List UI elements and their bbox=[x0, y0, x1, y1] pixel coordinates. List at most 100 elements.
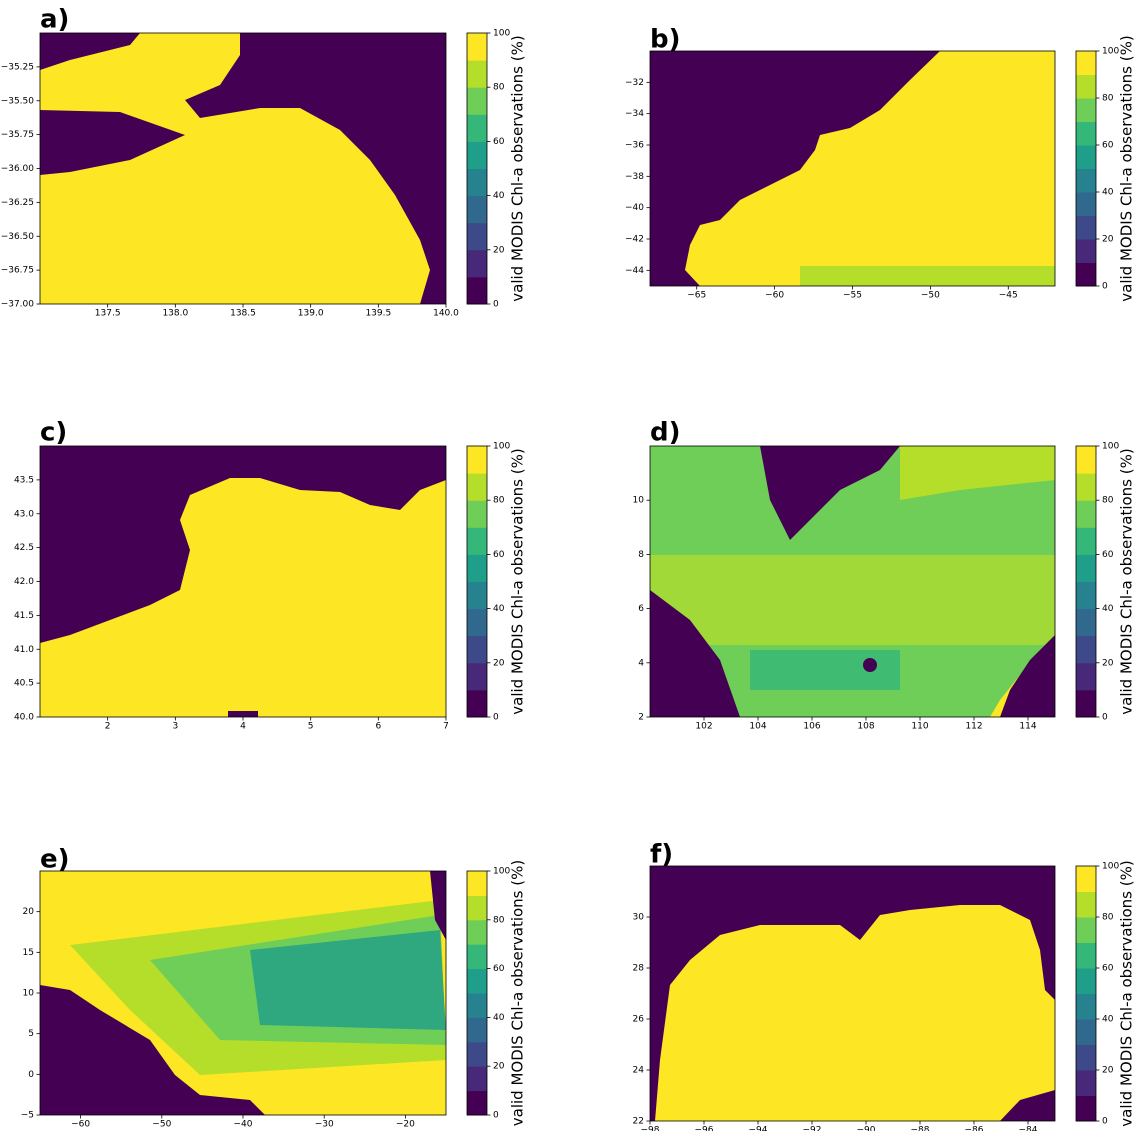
y-tick-label: 6 bbox=[638, 604, 644, 614]
colorbar-tick-label: 100 bbox=[1102, 47, 1119, 57]
colorbar-level bbox=[1076, 51, 1096, 75]
y-tick-label: 5 bbox=[28, 1029, 34, 1039]
x-tick-label: −96 bbox=[695, 1126, 714, 1131]
colorbar-frame bbox=[466, 32, 488, 305]
x-tick-label: 6 bbox=[375, 722, 381, 732]
panel-label: e) bbox=[40, 845, 70, 875]
colorbar-frame bbox=[1075, 445, 1097, 718]
plot-frame bbox=[649, 865, 1056, 1122]
colorbar-level bbox=[467, 662, 487, 691]
y-tick-label: −44 bbox=[625, 266, 644, 276]
y-tick-label: −40 bbox=[625, 203, 644, 213]
colorbar-tick-label: 0 bbox=[493, 1111, 499, 1121]
colorbar-label: valid MODIS Chl-a observations (%) bbox=[509, 35, 527, 301]
y-tick-label: 8 bbox=[638, 550, 644, 560]
y-tick-label: −36 bbox=[625, 141, 644, 151]
colorbar-level bbox=[1076, 145, 1096, 169]
colorbar-level bbox=[467, 871, 487, 896]
colorbar-tick-label: 80 bbox=[1102, 496, 1114, 506]
colorbar-tick-label: 20 bbox=[1102, 658, 1114, 668]
colorbar-label: valid MODIS Chl-a observations (%) bbox=[1118, 448, 1134, 714]
colorbar-level bbox=[1076, 689, 1096, 718]
colorbar-level bbox=[467, 527, 487, 555]
colorbar-level bbox=[1076, 917, 1096, 943]
y-tick-label: −36.00 bbox=[1, 164, 35, 174]
colorbar-tick-label: 0 bbox=[1102, 713, 1108, 723]
y-tick-label: −36.25 bbox=[1, 198, 34, 208]
colorbar-level bbox=[1076, 635, 1096, 664]
colorbar-level bbox=[1076, 98, 1096, 122]
y-tick-label: 4 bbox=[638, 658, 644, 668]
x-tick-label: 114 bbox=[1019, 722, 1036, 732]
colorbar-tick-label: 20 bbox=[493, 658, 505, 668]
colorbar-tick-label: 80 bbox=[493, 496, 505, 506]
colorbar-level bbox=[467, 608, 487, 637]
y-tick-label: 24 bbox=[633, 1066, 645, 1076]
colorbar-tick-label: 0 bbox=[493, 713, 499, 723]
colorbar-level bbox=[467, 635, 487, 664]
y-tick-label: 43.0 bbox=[14, 509, 34, 519]
x-tick-label: −50 bbox=[921, 291, 940, 301]
x-tick-label: −45 bbox=[999, 291, 1018, 301]
panel-label: a) bbox=[40, 5, 69, 35]
colorbar-level bbox=[467, 968, 487, 994]
y-tick-label: −42 bbox=[625, 235, 644, 245]
map-e bbox=[40, 871, 446, 1115]
colorbar-level bbox=[467, 222, 487, 251]
colorbar-level bbox=[1076, 74, 1096, 99]
y-tick-label: −36.75 bbox=[1, 266, 34, 276]
colorbar-level bbox=[467, 195, 487, 224]
colorbar-level bbox=[1076, 942, 1096, 969]
colorbar-level bbox=[467, 581, 487, 610]
colorbar-tick-label: 100 bbox=[1102, 442, 1119, 452]
y-tick-label: 0 bbox=[28, 1070, 34, 1080]
colorbar-level bbox=[467, 276, 487, 305]
x-tick-label: −40 bbox=[234, 1120, 253, 1130]
x-tick-label: −50 bbox=[152, 1120, 171, 1130]
y-tick-label: 2 bbox=[638, 713, 644, 723]
y-tick-label: −5 bbox=[21, 1111, 34, 1121]
colorbar-level bbox=[467, 446, 487, 474]
colorbar-level bbox=[1076, 993, 1096, 1020]
colorbar-level bbox=[467, 141, 487, 169]
colorbar-level bbox=[467, 473, 487, 501]
colorbar-label: valid MODIS Chl-a observations (%) bbox=[1118, 35, 1134, 301]
y-tick-label: −32 bbox=[625, 78, 644, 88]
x-tick-label: −65 bbox=[687, 291, 706, 301]
y-tick-label: 26 bbox=[633, 1015, 645, 1025]
x-tick-label: −20 bbox=[396, 1120, 415, 1130]
colorbar-level bbox=[1076, 891, 1096, 918]
colorbar-level bbox=[467, 1066, 487, 1092]
x-tick-label: 139.5 bbox=[365, 309, 391, 319]
colorbar-level bbox=[467, 33, 487, 61]
x-tick-label: −84 bbox=[1019, 1126, 1038, 1131]
colorbar-tick-label: 20 bbox=[493, 1062, 505, 1072]
colorbar-level bbox=[1076, 1070, 1096, 1096]
colorbar-level bbox=[467, 919, 487, 945]
x-tick-label: −98 bbox=[641, 1126, 660, 1131]
colorbar-tick-label: 40 bbox=[1102, 188, 1114, 198]
x-tick-label: −94 bbox=[749, 1126, 768, 1131]
x-tick-label: 139.0 bbox=[298, 309, 324, 319]
colorbar-frame bbox=[466, 870, 488, 1116]
colorbar-tick-label: 60 bbox=[1102, 964, 1114, 974]
y-tick-label: 15 bbox=[23, 948, 34, 958]
x-tick-label: 140.0 bbox=[433, 309, 459, 319]
panel-label: d) bbox=[650, 418, 681, 448]
colorbar-level bbox=[1076, 168, 1096, 193]
colorbar-level bbox=[467, 1090, 487, 1116]
colorbar-level bbox=[1076, 527, 1096, 555]
x-tick-label: 112 bbox=[965, 722, 982, 732]
colorbar-tick-label: 0 bbox=[1102, 1117, 1108, 1127]
colorbar-level bbox=[1076, 554, 1096, 582]
y-tick-label: −37.00 bbox=[1, 300, 35, 310]
colorbar-tick-label: 80 bbox=[1102, 913, 1114, 923]
x-tick-label: −90 bbox=[857, 1126, 876, 1131]
colorbar-level bbox=[1076, 215, 1096, 240]
colorbar-level bbox=[1076, 446, 1096, 474]
colorbar-tick-label: 40 bbox=[493, 604, 505, 614]
colorbar-level bbox=[1076, 1044, 1096, 1071]
colorbar-label: valid MODIS Chl-a observations (%) bbox=[509, 448, 527, 714]
x-tick-label: 2 bbox=[105, 722, 111, 732]
